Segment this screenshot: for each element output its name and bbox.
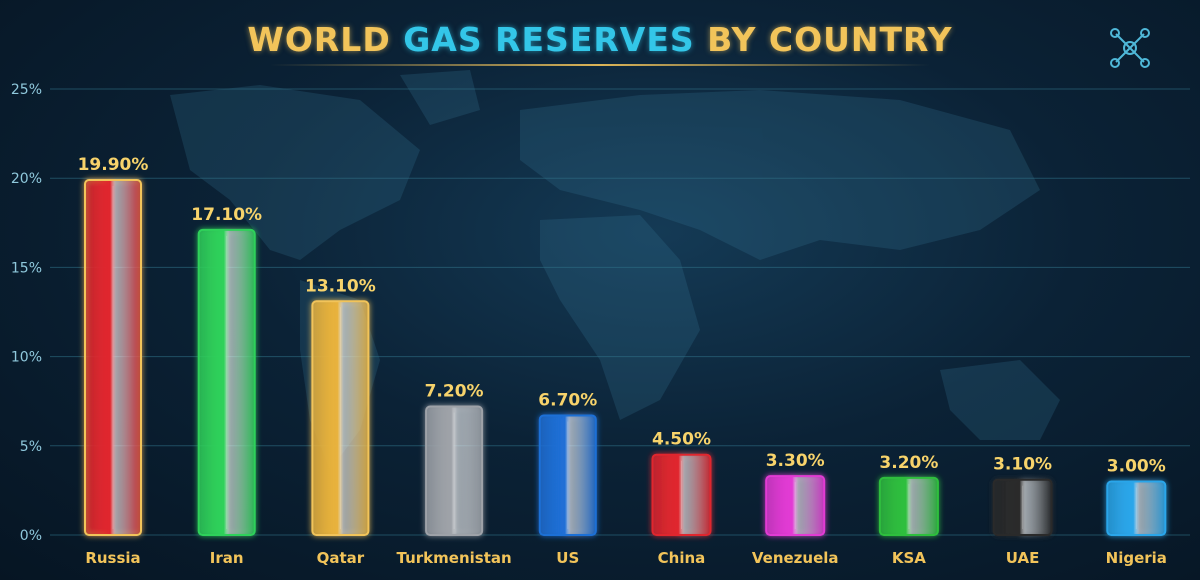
x-tick-label: China (658, 549, 706, 567)
x-tick-label: Russia (85, 549, 140, 567)
title-part-3: BY COUNTRY (707, 20, 953, 59)
x-tick-label: Nigeria (1106, 549, 1167, 567)
data-labels: 19.90% 17.10% 13.10% 7.20% 6.70% 4.50% 3.30% 3.… (78, 155, 1166, 476)
x-tick-labels: Russia Iran Qatar Turkmenistan US China Venezu… (85, 549, 1167, 567)
x-tick-label: Qatar (317, 549, 365, 567)
world-map-background (170, 70, 1060, 470)
data-label: 3.10% (993, 455, 1052, 475)
y-tick-label: 25% (11, 82, 42, 98)
x-tick-label: Turkmenistan (397, 549, 512, 567)
y-tick-label: 15% (11, 260, 42, 276)
bar-qatar (311, 300, 370, 536)
data-label: 3.30% (766, 451, 825, 471)
y-tick-label: 20% (11, 171, 42, 187)
data-label: 19.90% (78, 155, 149, 175)
title-part-1: WORLD (247, 20, 391, 59)
x-tick-label: UAE (1006, 549, 1040, 567)
bar-uae (992, 478, 1053, 537)
bar-iran (197, 228, 256, 536)
data-label: 6.70% (538, 390, 597, 410)
y-tick-label: 0% (20, 528, 42, 544)
data-label: 3.20% (879, 453, 938, 473)
data-label: 17.10% (191, 205, 262, 225)
bar-russia (84, 178, 142, 536)
data-label: 7.20% (425, 382, 484, 402)
bar-us (538, 414, 597, 536)
y-tick-label: 10% (11, 350, 42, 366)
data-label: 13.10% (305, 276, 376, 296)
y-tick-label: 5% (20, 439, 42, 455)
network-icon (1110, 28, 1150, 68)
x-tick-label: KSA (892, 549, 926, 567)
bar-venezuela (765, 475, 826, 536)
title-part-2: GAS RESERVES (403, 20, 695, 59)
bar-nigeria (1106, 480, 1167, 537)
x-tick-label: US (556, 549, 579, 567)
bar-turkmenistan (425, 405, 484, 536)
x-tick-label: Iran (210, 549, 244, 567)
bar-china (651, 453, 712, 536)
chart-title: WORLD GAS RESERVES BY COUNTRY (0, 20, 1200, 59)
title-underline (270, 64, 930, 66)
bar-ksa (878, 476, 939, 536)
y-tick-labels: 0% 5% 10% 15% 20% 25% (11, 82, 42, 544)
x-tick-label: Venezuela (752, 549, 839, 567)
data-label: 3.00% (1107, 456, 1166, 476)
data-label: 4.50% (652, 430, 711, 450)
bars (84, 178, 1167, 537)
